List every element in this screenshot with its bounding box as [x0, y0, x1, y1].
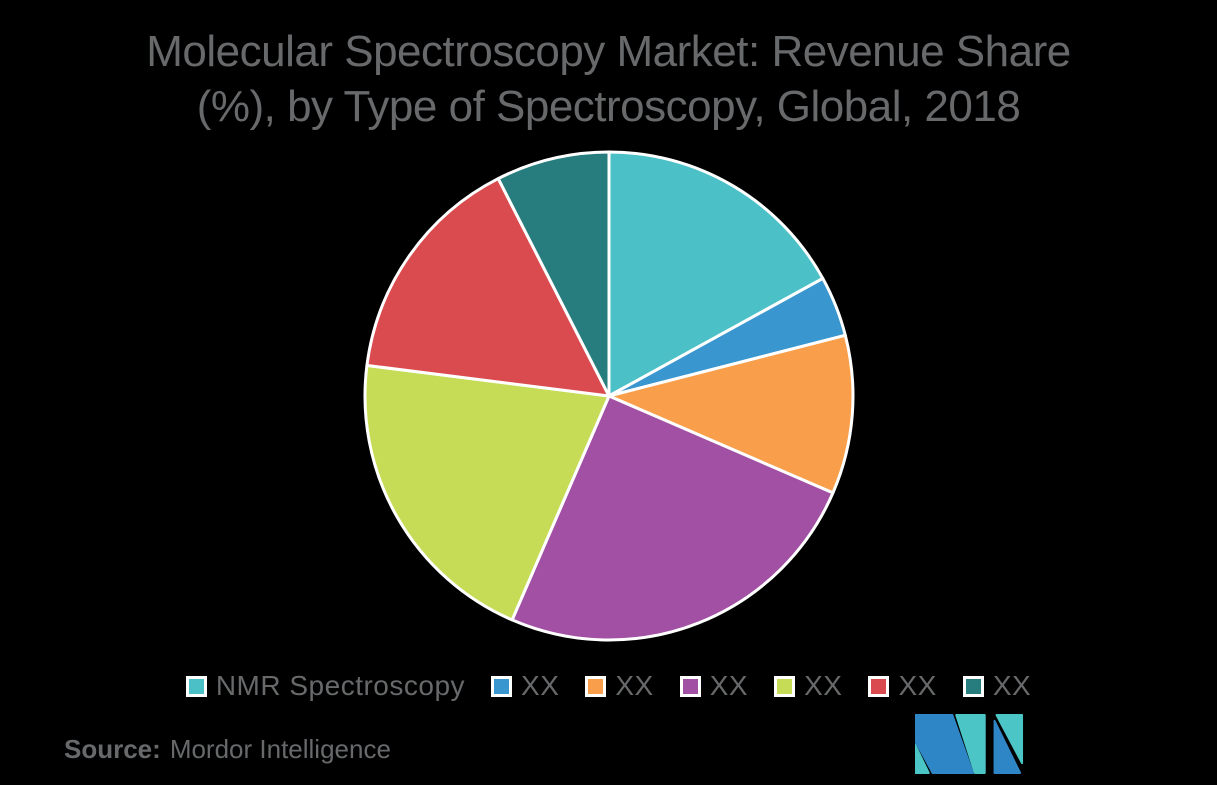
logo-m-right-teal-stroke [955, 714, 986, 774]
pie-chart [363, 150, 855, 642]
legend-swatch-2 [585, 675, 607, 697]
legend-item-0: NMR Spectroscopy [185, 670, 466, 702]
legend-swatch-4 [774, 675, 796, 697]
source-value: Mordor Intelligence [169, 734, 391, 764]
mordor-intelligence-logo [915, 714, 1024, 774]
source-note: Source: Mordor Intelligence [64, 734, 391, 765]
legend-item-1: XX [491, 670, 559, 702]
legend-item-2: XX [585, 670, 653, 702]
pie-slice-xx-3 [510, 394, 835, 642]
legend-swatch-3 [679, 675, 701, 697]
chart-legend: NMR Spectroscopy XX XX XX XX XX XX [0, 670, 1217, 702]
source-label: Source: [64, 734, 161, 764]
legend-item-4: XX [774, 670, 842, 702]
pie-slice-xx-6 [496, 150, 611, 398]
legend-label-6: XX [992, 670, 1032, 701]
legend-item-3: XX [679, 670, 749, 702]
legend-label-5: XX [898, 670, 937, 701]
pie-slice-xx-2 [607, 333, 855, 495]
legend-swatch-0 [185, 675, 207, 697]
legend-label-0: NMR Spectroscopy [215, 670, 466, 701]
logo-i-blue-triangle [993, 719, 1022, 774]
chart-title-line2: (%), by Type of Spectroscopy, Global, 20… [196, 82, 1021, 131]
chart-title-line1: Molecular Spectroscopy Market: Revenue S… [146, 27, 1071, 76]
legend-label-4: XX [804, 670, 843, 701]
logo-m-left-blue-shape [915, 714, 974, 774]
logo-m-bottom-left-teal-triangle [915, 743, 930, 774]
pie-slice-xx-4 [363, 363, 611, 622]
legend-label-1: XX [521, 670, 560, 701]
legend-item-6: XX [962, 670, 1032, 702]
pie-slice-xx-5 [365, 177, 611, 398]
legend-item-5: XX [868, 670, 936, 702]
legend-swatch-6 [962, 675, 984, 697]
logo-i-teal-triangle [995, 714, 1024, 765]
legend-swatch-5 [868, 675, 890, 697]
legend-swatch-1 [491, 675, 513, 697]
pie-slice-nmr-spectroscopy [607, 150, 825, 398]
chart-title: Molecular Spectroscopy Market: Revenue S… [0, 24, 1217, 134]
legend-label-2: XX [615, 670, 654, 701]
legend-label-3: XX [709, 670, 749, 701]
